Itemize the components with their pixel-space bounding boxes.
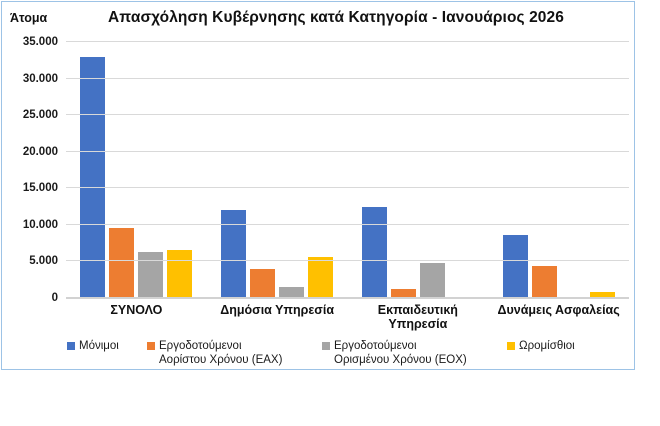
bar-series4-cat2 — [308, 257, 334, 298]
legend-swatch-icon — [322, 341, 330, 350]
bar-series2-cat3 — [390, 289, 416, 298]
bar-series4-cat1 — [167, 249, 193, 298]
gridline — [66, 223, 629, 225]
bar-series3-cat1 — [138, 251, 164, 298]
chart-title: Απασχόληση Κυβέρνησης κατά Κατηγορία - Ι… — [108, 9, 564, 26]
legend-item-3: Εργοδοτούμενοι Ορισμένου Χρόνου (ΕΟΧ) — [322, 339, 467, 367]
y-tick-label: 5.000 — [29, 255, 58, 268]
gridline — [66, 41, 629, 42]
bar-series2-cat4 — [531, 265, 557, 298]
bar-series1-cat4 — [502, 235, 528, 298]
x-axis-line — [66, 297, 629, 299]
legend-label: Μόνιμοι — [79, 340, 119, 352]
legend-item-2: Εργοδοτούμενοι Αορίστου Χρόνου (ΕΑΧ) — [147, 339, 282, 367]
y-axis-title: Άτομα — [10, 11, 48, 25]
bar-series3-cat3 — [419, 262, 445, 298]
x-category-label-2: Δημόσια Υπηρεσία — [220, 303, 335, 317]
gridline — [66, 114, 629, 116]
x-axis-category-labels: ΣΥΝΟΛΟ Δημόσια Υπηρεσία Εκπαιδευτική Υπηρε… — [66, 303, 629, 332]
y-tick-label: 15.000 — [22, 182, 58, 195]
legend-label: Ωρομίσθιοι — [519, 340, 575, 352]
x-category-label-3: Εκπαιδευτική Υπηρεσία — [377, 303, 458, 332]
bar-group-3 — [348, 42, 489, 298]
bar-series2-cat1 — [109, 227, 135, 298]
y-tick-label: 10.000 — [22, 218, 58, 231]
legend-label: Εργοδοτούμενοι Αορίστου Χρόνου (ΕΑΧ) — [159, 340, 283, 367]
y-tick-label: 30.000 — [22, 72, 58, 85]
legend-swatch-icon — [507, 341, 515, 350]
bar-series4-cat4 — [589, 292, 615, 298]
bar-series1-cat2 — [221, 210, 247, 298]
chart-container[interactable]: Άτομα Απασχόληση Κυβέρνησης κατά Κατηγορ… — [1, 1, 635, 370]
gridline — [66, 150, 629, 152]
x-category-label-1: ΣΥΝΟΛΟ — [110, 303, 163, 317]
plot-area — [66, 41, 629, 299]
gridline — [66, 260, 629, 262]
y-tick-label: 25.000 — [22, 109, 58, 122]
bar-group-1 — [66, 42, 207, 298]
y-tick-label: 0 — [51, 292, 58, 304]
y-axis-tick-labels: 0 5.000 10.000 15.000 20.000 25.000 30.000 35.0… — [2, 36, 58, 304]
bar-groups — [66, 42, 629, 298]
bar-series3-cat2 — [279, 287, 305, 298]
legend-swatch-icon — [67, 341, 75, 350]
legend-item-4: Ωρομίσθιοι — [507, 339, 575, 353]
chart-legend: Μόνιμοι Εργοδοτούμενοι Αορίστου Χρόνου (Ε… — [2, 339, 636, 369]
legend-swatch-icon — [147, 341, 155, 350]
x-category-label-4: Δυνάμεις Ασφαλείας — [497, 303, 620, 317]
legend-label: Εργοδοτούμενοι Ορισμένου Χρόνου (ΕΟΧ) — [334, 340, 467, 367]
bar-series2-cat2 — [250, 268, 276, 298]
gridline — [66, 77, 629, 79]
y-tick-label: 20.000 — [22, 145, 58, 158]
bar-series1-cat3 — [361, 207, 387, 298]
y-tick-label: 35.000 — [22, 36, 58, 48]
gridline — [66, 187, 629, 189]
bar-series1-cat1 — [80, 56, 106, 298]
legend-item-1: Μόνιμοι — [67, 339, 119, 353]
bar-group-2 — [207, 42, 348, 298]
bar-group-4 — [488, 42, 629, 298]
